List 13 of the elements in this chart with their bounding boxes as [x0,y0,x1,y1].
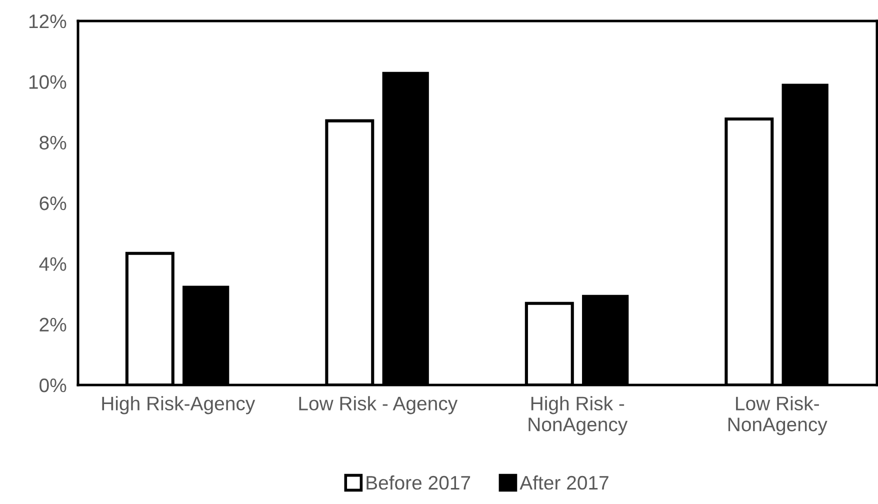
x-tick-label: High Risk - NonAgency [528,396,628,436]
y-tick-label: 8% [40,136,66,150]
legend-label: After 2017 [520,475,608,490]
y-tick-label: 10% [29,75,66,89]
x-tick-label: Low Risk- NonAgency [728,396,828,436]
y-tick-label: 12% [29,14,66,28]
legend-label: Before 2017 [366,475,470,490]
x-tick-label: High Risk-Agency [102,396,256,414]
x-tick-label: Low Risk - Agency [299,396,458,414]
y-tick-label: 6% [40,196,66,210]
y-tick-label: 0% [40,378,66,392]
y-tick-label: 2% [40,318,66,332]
y-tick-label: 4% [39,257,66,271]
